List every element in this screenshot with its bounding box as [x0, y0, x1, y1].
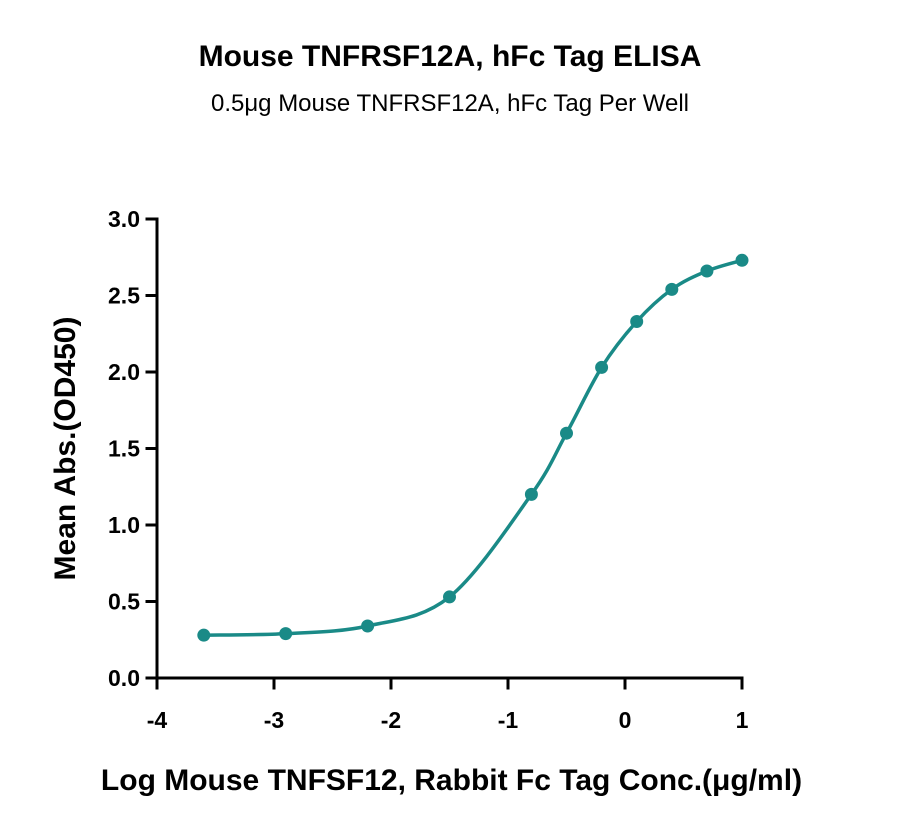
axes	[145, 217, 744, 690]
tick-labels-layer: -4 -3 -2 -1 0 1 0.0 0.5 1.0 1.5 2.0 2.5 3.0	[108, 206, 749, 733]
data-point	[524, 487, 538, 501]
data-point	[197, 628, 211, 642]
y-tick-label: 1.0	[108, 512, 140, 538]
x-tick-label: -3	[264, 707, 284, 733]
y-tick-label: 1.5	[108, 436, 140, 462]
data-point	[665, 282, 679, 296]
x-tick-label: -2	[381, 707, 401, 733]
data-points-layer	[197, 253, 749, 642]
data-point	[443, 590, 456, 604]
x-tick-label: -1	[498, 707, 519, 733]
y-tick-label: 2.0	[108, 359, 140, 385]
data-point	[630, 315, 644, 329]
series-fit-line	[203, 258, 743, 637]
x-tick-label: 1	[736, 707, 749, 733]
data-point	[560, 426, 573, 440]
data-point	[595, 360, 609, 374]
x-tick-label: 0	[619, 707, 632, 733]
y-tick-label: 3.0	[108, 206, 140, 232]
y-tick-label: 2.5	[108, 283, 140, 309]
chart-subtitle: 0.5μg Mouse TNFRSF12A, hFc Tag Per Well	[210, 90, 690, 117]
data-point	[735, 253, 749, 267]
fit-curve-layer	[203, 258, 743, 637]
y-tick-label: 0.0	[108, 665, 140, 691]
x-axis-label: Log Mouse TNFSF12, Rabbit Fc Tag Conc.(μ…	[101, 764, 802, 797]
data-point	[361, 619, 375, 633]
data-point	[279, 627, 293, 641]
data-point	[700, 264, 714, 278]
chart-title: Mouse TNFRSF12A, hFc Tag ELISA	[198, 40, 702, 73]
x-tick-label: -4	[147, 707, 168, 733]
y-axis-label: Mean Abs.(OD450)	[49, 317, 82, 581]
y-tick-label: 0.5	[108, 589, 140, 615]
